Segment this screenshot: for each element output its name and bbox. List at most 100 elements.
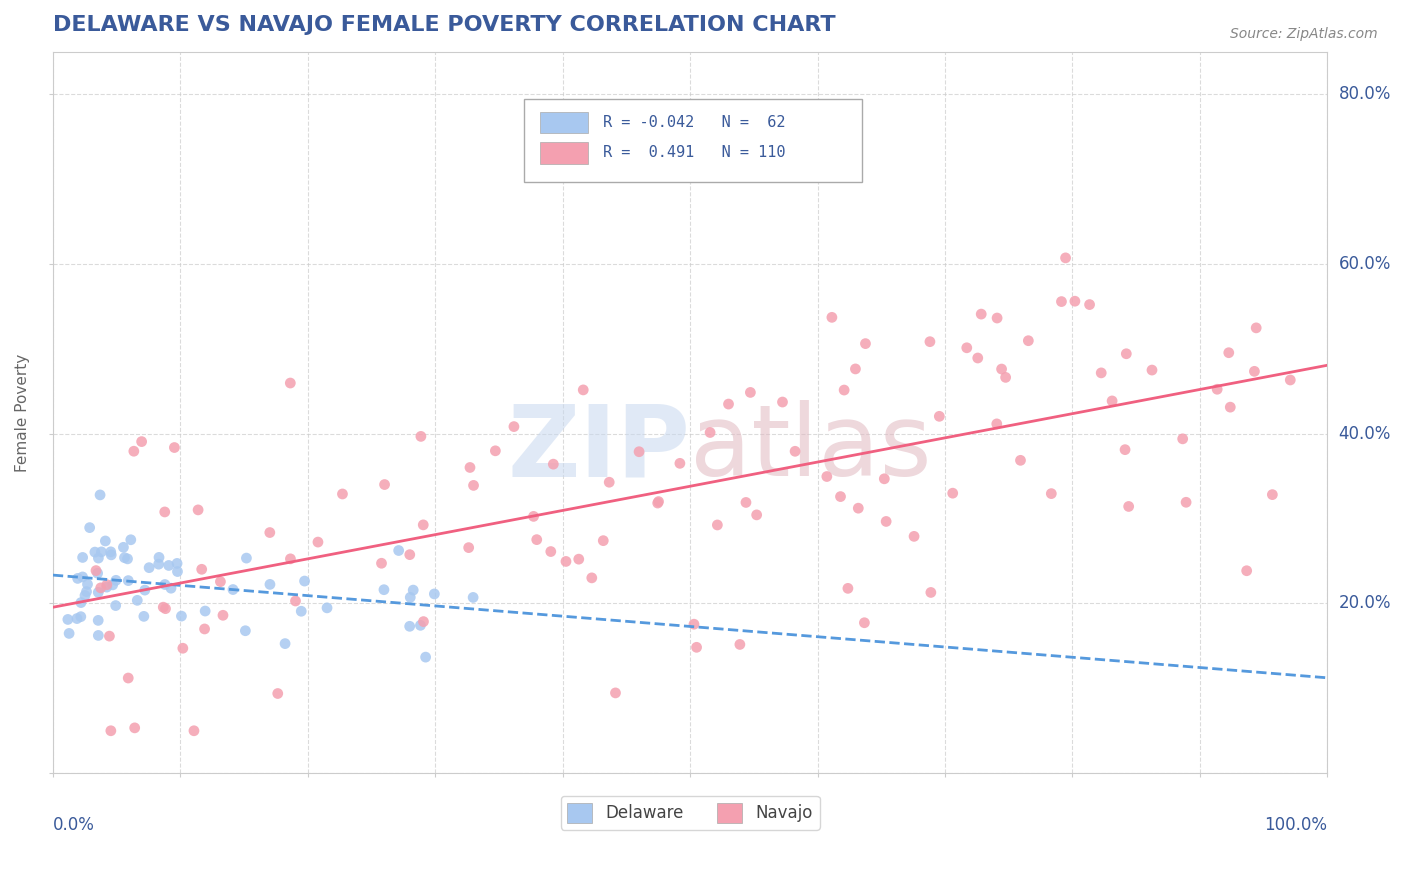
Point bbox=[166, 565, 188, 579]
Point bbox=[572, 383, 595, 397]
Point bbox=[1244, 321, 1267, 335]
Y-axis label: Female Poverty: Female Poverty bbox=[15, 353, 30, 472]
Point bbox=[853, 615, 876, 630]
Point bbox=[669, 456, 692, 470]
Point bbox=[815, 469, 838, 483]
Point bbox=[278, 376, 301, 390]
Point bbox=[745, 508, 768, 522]
Point bbox=[69, 609, 91, 624]
Point bbox=[280, 552, 302, 566]
Point bbox=[148, 557, 170, 571]
Point bbox=[412, 615, 434, 629]
Point bbox=[155, 601, 177, 615]
Point bbox=[844, 362, 866, 376]
Point bbox=[138, 560, 160, 574]
Point bbox=[120, 533, 142, 547]
Point bbox=[267, 686, 290, 700]
Point bbox=[104, 574, 127, 588]
Point bbox=[581, 571, 603, 585]
Point bbox=[90, 545, 112, 559]
Point bbox=[970, 307, 993, 321]
Point bbox=[522, 509, 544, 524]
Point bbox=[1171, 432, 1194, 446]
Point bbox=[152, 600, 174, 615]
Point bbox=[76, 584, 98, 599]
Point bbox=[89, 488, 111, 502]
Point bbox=[873, 472, 896, 486]
Text: R = -0.042   N =  62: R = -0.042 N = 62 bbox=[603, 115, 786, 130]
FancyBboxPatch shape bbox=[524, 99, 862, 182]
Point bbox=[918, 334, 941, 349]
Point bbox=[1040, 486, 1063, 500]
Point bbox=[187, 503, 209, 517]
Point bbox=[96, 580, 118, 594]
Point bbox=[307, 535, 329, 549]
Point bbox=[628, 444, 651, 458]
Point bbox=[100, 723, 122, 738]
Point bbox=[72, 550, 94, 565]
Point bbox=[1010, 453, 1032, 467]
Legend: Delaware, Navajo: Delaware, Navajo bbox=[561, 797, 820, 830]
Point bbox=[1243, 364, 1265, 378]
Point bbox=[183, 723, 205, 738]
Point bbox=[274, 637, 297, 651]
Point bbox=[294, 574, 316, 588]
Point bbox=[1017, 334, 1039, 348]
Point bbox=[190, 562, 212, 576]
Point bbox=[117, 671, 139, 685]
Point bbox=[457, 541, 479, 555]
Point bbox=[409, 429, 432, 443]
Point bbox=[172, 641, 194, 656]
Point bbox=[86, 566, 108, 581]
Point bbox=[56, 612, 79, 626]
Point bbox=[131, 434, 153, 449]
Point bbox=[503, 419, 526, 434]
Point bbox=[160, 581, 183, 595]
Point bbox=[837, 582, 859, 596]
Point bbox=[194, 604, 217, 618]
Point bbox=[458, 460, 481, 475]
Point bbox=[526, 533, 548, 547]
Point bbox=[398, 548, 420, 562]
Point bbox=[1219, 400, 1241, 414]
Point bbox=[772, 395, 794, 409]
Point bbox=[740, 385, 762, 400]
Point bbox=[735, 495, 758, 509]
Point bbox=[373, 582, 395, 597]
Point bbox=[1140, 363, 1163, 377]
Point bbox=[209, 574, 232, 589]
Point bbox=[399, 591, 422, 605]
Point bbox=[699, 425, 721, 440]
Point bbox=[647, 496, 669, 510]
Point bbox=[117, 552, 139, 566]
Point bbox=[463, 591, 485, 605]
Text: ZIP: ZIP bbox=[508, 401, 690, 497]
Point bbox=[942, 486, 965, 500]
FancyBboxPatch shape bbox=[540, 112, 588, 133]
Point bbox=[90, 581, 112, 595]
Point bbox=[117, 574, 139, 588]
Text: DELAWARE VS NAVAJO FEMALE POVERTY CORRELATION CHART: DELAWARE VS NAVAJO FEMALE POVERTY CORREL… bbox=[53, 15, 835, 35]
Point bbox=[104, 599, 127, 613]
Point bbox=[58, 626, 80, 640]
Point bbox=[555, 554, 578, 568]
Text: 40.0%: 40.0% bbox=[1339, 425, 1391, 442]
Point bbox=[194, 622, 217, 636]
Point bbox=[316, 600, 339, 615]
Point bbox=[153, 577, 176, 591]
Point bbox=[212, 608, 235, 623]
FancyBboxPatch shape bbox=[540, 142, 588, 163]
Point bbox=[402, 583, 425, 598]
Point bbox=[79, 521, 101, 535]
Point bbox=[832, 383, 855, 397]
Point bbox=[1236, 564, 1258, 578]
Point bbox=[87, 613, 110, 627]
Point bbox=[122, 444, 145, 458]
Point bbox=[920, 585, 942, 599]
Point bbox=[1050, 294, 1073, 309]
Point bbox=[332, 487, 354, 501]
Point bbox=[222, 582, 245, 597]
Point bbox=[132, 609, 155, 624]
Point bbox=[259, 525, 281, 540]
Point bbox=[1279, 373, 1302, 387]
